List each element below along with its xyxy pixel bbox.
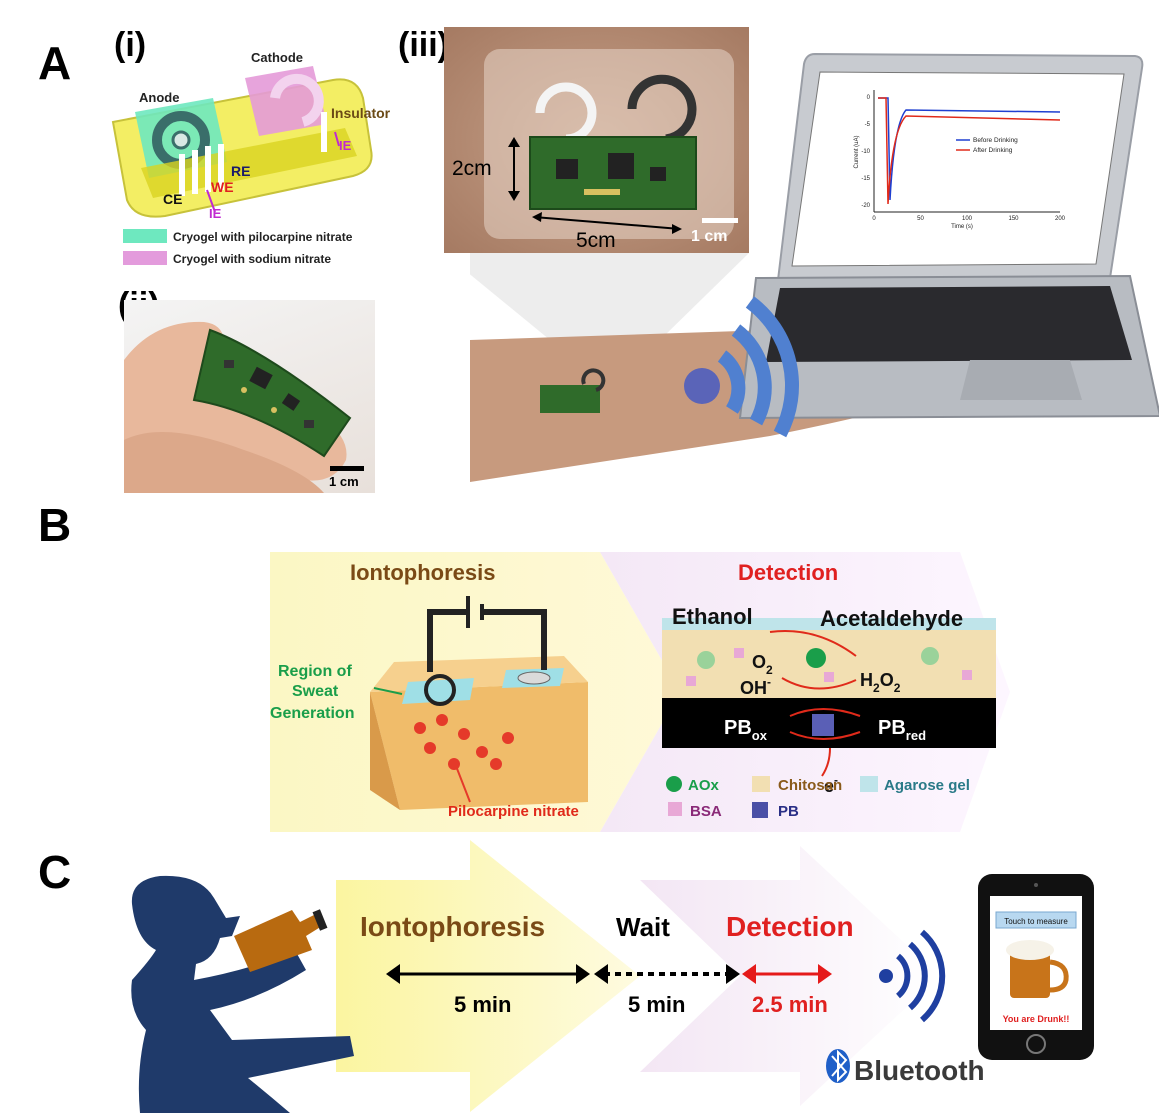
b-pilocarpine-label: Pilocarpine nitrate bbox=[448, 803, 579, 820]
panel-letter-b: B bbox=[38, 499, 72, 551]
c-time-iontophoresis: 5 min bbox=[454, 992, 511, 1017]
b-iontophoresis-title: Iontophoresis bbox=[350, 560, 495, 585]
laptop-chart-ytick: -10 bbox=[861, 149, 870, 155]
svg-text:OH-: OH- bbox=[740, 675, 771, 698]
bluetooth-label: Bluetooth bbox=[854, 1055, 985, 1086]
svg-text:O2: O2 bbox=[752, 652, 773, 677]
b-detection-title: Detection bbox=[738, 560, 838, 585]
phone-result-label: You are Drunk!! bbox=[1003, 1014, 1070, 1024]
panel-c-diagram: Iontophoresis Wait Detection 5 min 5 min… bbox=[131, 840, 1094, 1113]
b-legend-label-chitosan: Chitosan bbox=[778, 777, 842, 794]
device-schematic: Cathode Anode Insulator IE RE WE CE IE C… bbox=[111, 50, 391, 266]
subpanel-label-iii: (iii) bbox=[398, 26, 449, 64]
c-time-wait: 5 min bbox=[628, 992, 685, 1017]
laptop-chart-ytick: 0 bbox=[867, 95, 871, 101]
b-legend-swatch-chitosan bbox=[752, 776, 770, 792]
b-electron-label: e bbox=[824, 776, 834, 796]
b-o2-label: O bbox=[752, 652, 766, 672]
laptop-chart-xtick: 50 bbox=[917, 216, 924, 222]
laptop-chart-xtick: 0 bbox=[872, 216, 876, 222]
b-h2o2-h: H bbox=[860, 670, 873, 690]
b-legend-swatch-pb bbox=[752, 802, 768, 818]
b-ethanol-label: Ethanol bbox=[672, 604, 753, 629]
b-pbred-subscript: red bbox=[906, 728, 926, 743]
laptop-chart-xtick: 200 bbox=[1055, 216, 1066, 222]
c-iontophoresis-label: Iontophoresis bbox=[360, 911, 545, 942]
scale-bar-label-iii: 1 cm bbox=[691, 228, 728, 245]
ie-bottom-label: IE bbox=[209, 206, 222, 221]
b-legend-label-bsa: BSA bbox=[690, 803, 722, 820]
b-sweat-region-line2: Sweat bbox=[292, 683, 339, 700]
b-legend-swatch-aox bbox=[666, 776, 682, 792]
legend-swatch-pilocarpine bbox=[123, 229, 167, 243]
svg-text:PBred: PBred bbox=[878, 717, 926, 743]
laptop-chart-ytick: -5 bbox=[865, 122, 871, 128]
b-h2o2-2a: 2 bbox=[873, 681, 880, 695]
svg-text:e-: e- bbox=[824, 773, 838, 796]
panel-b-diagram: Iontophoresis Region of Sweat Generation… bbox=[270, 552, 1010, 832]
flex-board-photo: 1 cm bbox=[124, 300, 375, 493]
laptop-chart-xlabel: Time (s) bbox=[951, 224, 973, 230]
b-o2-subscript: 2 bbox=[766, 663, 773, 677]
b-acetaldehyde-label: Acetaldehyde bbox=[820, 606, 963, 631]
laptop-chart-ylabel: Current (uA) bbox=[854, 135, 860, 168]
phone-measure-button[interactable] bbox=[995, 911, 1077, 929]
b-legend-label-aox: AOx bbox=[688, 777, 720, 794]
b-pbred-label: PB bbox=[878, 717, 906, 739]
legend-label-pilocarpine: Cryogel with pilocarpine nitrate bbox=[173, 230, 353, 244]
laptop-chart-xtick: 150 bbox=[1008, 216, 1019, 222]
panel-letter-a: A bbox=[38, 37, 72, 89]
dimension-width-label: 5cm bbox=[576, 229, 616, 252]
b-legend-label-agarose: Agarose gel bbox=[884, 777, 970, 794]
patch-photo: 2cm 5cm 1 cm bbox=[444, 27, 749, 253]
b-pbox-subscript: ox bbox=[752, 728, 768, 743]
b-h2o2-o: O bbox=[880, 670, 894, 690]
laptop-chart-legend-label: After Drinking bbox=[973, 147, 1013, 154]
b-legend-label-pb: PB bbox=[778, 803, 799, 820]
subpanel-label-i: (i) bbox=[114, 26, 147, 64]
b-legend-swatch-agarose bbox=[860, 776, 878, 792]
arm-laptop-scene: 0 -5 -10 -15 -20 0 50 100 150 200 Time (s) Current … bbox=[470, 52, 1159, 482]
b-legend-swatch-bsa bbox=[668, 802, 682, 816]
ce-label: CE bbox=[163, 191, 182, 207]
laptop-chart-legend-label: Before Drinking bbox=[973, 137, 1018, 144]
b-sweat-region-line1: Region of bbox=[278, 663, 352, 680]
b-pbox-label: PB bbox=[724, 717, 752, 739]
b-oh-label: OH bbox=[740, 678, 767, 698]
c-time-detection: 2.5 min bbox=[752, 992, 828, 1017]
svg-text:PBox: PBox bbox=[724, 717, 768, 743]
legend-label-sodium: Cryogel with sodium nitrate bbox=[173, 252, 331, 266]
re-label: RE bbox=[231, 163, 250, 179]
laptop-chart-series-after bbox=[878, 97, 1061, 205]
insulator-label: Insulator bbox=[331, 105, 391, 121]
laptop-chart-xtick: 100 bbox=[962, 216, 973, 222]
beer-mug-icon bbox=[1010, 952, 1050, 998]
panel-letter-c: C bbox=[38, 846, 72, 898]
dimension-height-label: 2cm bbox=[452, 157, 492, 180]
we-label: WE bbox=[211, 179, 234, 195]
b-h2o2-2b: 2 bbox=[894, 681, 901, 695]
b-sweat-region-line3: Generation bbox=[270, 705, 354, 722]
laptop-chart-ytick: -20 bbox=[861, 203, 870, 209]
phone-measure-label: Touch to measure bbox=[1004, 917, 1068, 926]
c-detection-label: Detection bbox=[726, 911, 854, 942]
anode-label: Anode bbox=[139, 90, 179, 105]
laptop-chart-ytick: -15 bbox=[861, 176, 870, 182]
c-wireless-icon bbox=[879, 969, 893, 983]
legend-swatch-sodium bbox=[123, 251, 167, 265]
svg-text:H2O2: H2O2 bbox=[860, 670, 901, 695]
b-oh-superscript: - bbox=[767, 675, 771, 689]
scale-bar-label-ii: 1 cm bbox=[329, 474, 359, 489]
b-electron-superscript: - bbox=[834, 773, 838, 787]
cathode-label: Cathode bbox=[251, 50, 303, 65]
c-wait-label: Wait bbox=[616, 912, 670, 942]
ie-top-label: IE bbox=[339, 138, 352, 153]
